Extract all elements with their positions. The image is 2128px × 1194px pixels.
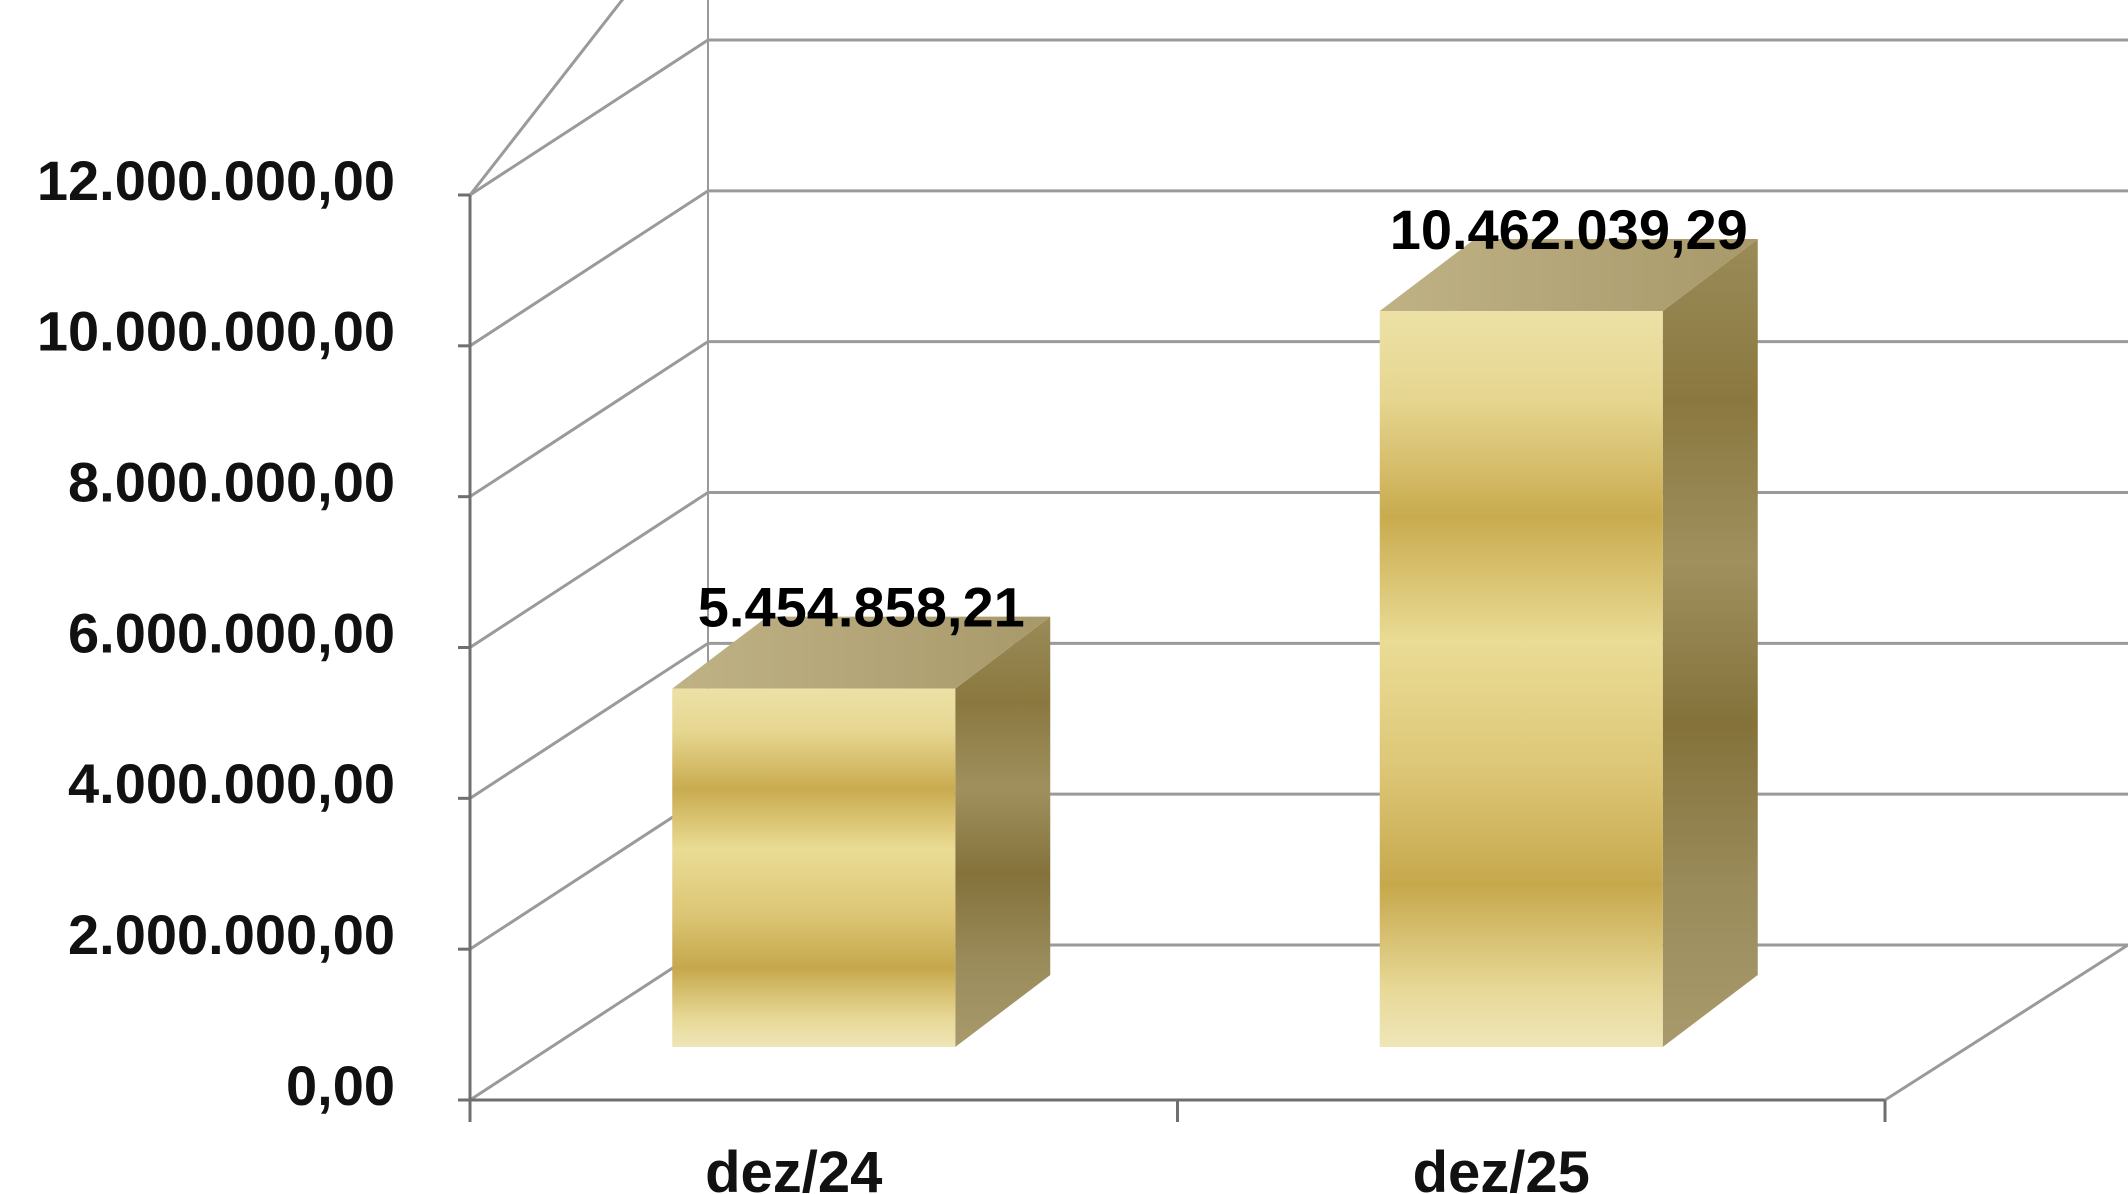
data-label-1: 10.462.039,29 xyxy=(1390,198,1748,261)
y-tick-label-2: 4.000.000,00 xyxy=(68,752,395,815)
gridline-side-top xyxy=(468,0,625,196)
y-axis-tick-labels: 0,00 2.000.000,00 4.000.000,00 6.000.000,00… xyxy=(37,149,395,1117)
floor-right-edge xyxy=(1884,943,2128,1102)
gridline-side-6 xyxy=(469,38,709,197)
bar-front-face-0 xyxy=(672,688,956,1047)
bar-0 xyxy=(672,616,1051,1047)
gridline-side-5 xyxy=(469,189,709,348)
bars-group xyxy=(672,238,1758,1048)
gridline-side-4 xyxy=(469,340,709,498)
bar-side-face-1 xyxy=(1662,238,1758,1048)
y-tick-label-5: 10.000.000,00 xyxy=(37,300,395,363)
bar-top-face-1 xyxy=(1379,238,1758,311)
x-axis-category-labels: dez/24 dez/25 xyxy=(705,1140,1590,1194)
y-tick-label-3: 6.000.000,00 xyxy=(68,601,395,664)
x-category-label-0: dez/24 xyxy=(705,1140,882,1194)
x-category-label-1: dez/25 xyxy=(1413,1140,1590,1194)
data-label-0: 5.454.858,21 xyxy=(698,576,1025,639)
y-tick-label-0: 0,00 xyxy=(286,1054,395,1117)
bar-front-face-1 xyxy=(1379,310,1663,1047)
bar-top-face-0 xyxy=(672,616,1051,689)
bar-1 xyxy=(1379,238,1758,1048)
y-tick-label-1: 2.000.000,00 xyxy=(68,903,395,966)
data-labels-group: 5.454.858,21 10.462.039,29 xyxy=(698,198,1748,639)
gridline-side-3 xyxy=(469,491,709,649)
gridline-side-2 xyxy=(469,642,709,800)
y-tick-label-4: 8.000.000,00 xyxy=(68,450,395,513)
axes xyxy=(458,193,2128,1122)
gridline-side-0 xyxy=(469,943,709,1102)
y-tick-label-6: 12.000.000,00 xyxy=(37,149,395,212)
gridline-side-1 xyxy=(469,792,709,951)
bar-side-face-0 xyxy=(955,616,1051,1047)
